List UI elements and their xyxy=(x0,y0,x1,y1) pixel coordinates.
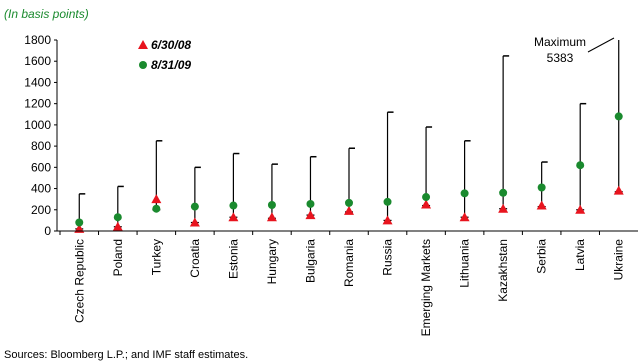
point-circle xyxy=(267,201,276,210)
x-tick-label: Turkey xyxy=(149,239,163,275)
annotation-pointer xyxy=(587,37,615,53)
x-tick-label: Hungary xyxy=(265,239,279,284)
legend-label: 6/30/08 xyxy=(151,38,191,52)
y-tick-label: 200 xyxy=(31,203,51,217)
point-triangle xyxy=(266,212,277,222)
y-tick-label: 1200 xyxy=(24,97,51,111)
source-note: Sources: Bloomberg L.P.; and IMF staff e… xyxy=(4,349,248,361)
x-tick-label: Czech Republic xyxy=(72,239,86,323)
plot-area xyxy=(74,40,624,233)
annotation-text: Maximum xyxy=(534,35,586,49)
y-tick-label: 600 xyxy=(31,160,51,174)
point-triangle xyxy=(498,203,509,213)
y-tick-label: 1800 xyxy=(24,33,51,47)
point-circle xyxy=(499,188,508,197)
point-triangle xyxy=(305,210,316,220)
point-triangle xyxy=(344,205,354,215)
point-circle xyxy=(229,201,238,210)
point-circle xyxy=(306,199,315,208)
legend-marker xyxy=(139,61,147,69)
point-triangle xyxy=(575,204,586,214)
x-tick-label: Romania xyxy=(342,239,356,287)
point-circle xyxy=(75,218,84,227)
point-triangle xyxy=(613,185,624,195)
legend-label: 8/31/09 xyxy=(151,58,191,72)
point-circle xyxy=(345,198,353,207)
point-triangle xyxy=(189,217,200,227)
point-triangle xyxy=(459,212,470,222)
x-tick-label: Serbia xyxy=(535,239,549,274)
y-tick-label: 400 xyxy=(31,182,51,196)
y-tick-label: 1600 xyxy=(24,54,51,68)
point-triangle xyxy=(382,215,393,225)
x-tick-label: Estonia xyxy=(226,239,240,279)
point-circle xyxy=(152,204,161,213)
x-tick-label: Kazakhstan xyxy=(496,239,510,302)
point-circle xyxy=(614,112,623,121)
chart-subtitle: (In basis points) xyxy=(4,7,89,21)
point-circle xyxy=(537,183,546,192)
point-triangle xyxy=(228,212,239,222)
point-circle xyxy=(383,197,392,206)
x-tick-label: Bulgaria xyxy=(303,239,317,283)
point-circle xyxy=(460,189,469,198)
y-tick-label: 1000 xyxy=(24,118,51,132)
point-triangle xyxy=(112,221,123,231)
y-tick-label: 0 xyxy=(44,224,51,238)
point-circle xyxy=(576,161,585,170)
point-circle xyxy=(190,202,199,211)
x-tick-label: Ukraine xyxy=(612,239,626,281)
y-tick-label: 1400 xyxy=(24,75,51,89)
x-tick-label: Poland xyxy=(111,239,125,276)
x-tick-label: Russia xyxy=(381,239,395,276)
y-tick-label: 800 xyxy=(31,139,51,153)
point-circle xyxy=(113,213,122,222)
x-tick-label: Latvia xyxy=(573,239,587,271)
legend-marker xyxy=(138,40,148,49)
x-tick-label: Croatia xyxy=(188,239,202,278)
x-tick-label: Lithuania xyxy=(458,239,472,288)
point-triangle xyxy=(151,194,162,204)
point-triangle xyxy=(421,199,432,209)
point-triangle xyxy=(536,200,547,210)
point-circle xyxy=(422,193,431,202)
annotation-value: 5383 xyxy=(547,51,574,65)
x-tick-label: Emerging Markets xyxy=(419,239,433,336)
